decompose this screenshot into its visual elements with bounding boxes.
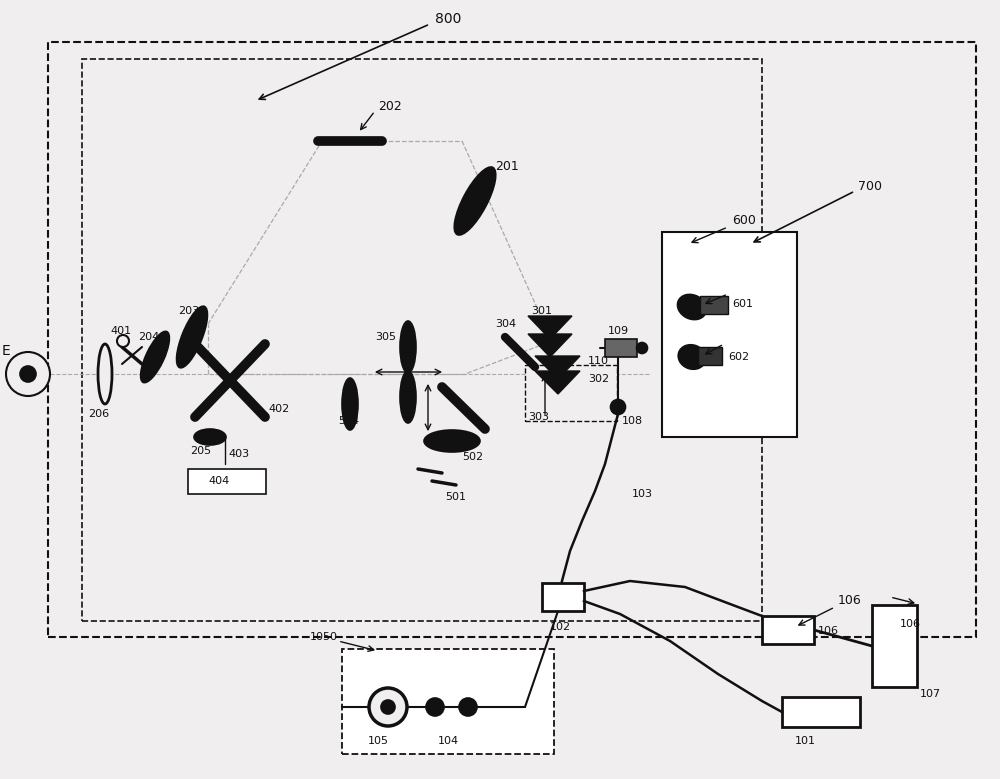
Text: 206: 206 <box>88 409 109 419</box>
Bar <box>48 42 976 637</box>
Text: 404: 404 <box>208 477 230 487</box>
Text: 101: 101 <box>795 736 816 746</box>
Text: 301: 301 <box>532 306 552 316</box>
Ellipse shape <box>400 371 416 423</box>
Ellipse shape <box>141 331 169 382</box>
Polygon shape <box>528 316 572 339</box>
Text: 800: 800 <box>435 12 461 26</box>
Ellipse shape <box>98 344 112 404</box>
Circle shape <box>20 366 36 382</box>
Bar <box>662 232 797 437</box>
Text: 203: 203 <box>178 306 199 316</box>
Text: 202: 202 <box>378 100 402 114</box>
Ellipse shape <box>454 167 496 235</box>
Circle shape <box>381 700 395 714</box>
Text: 601: 601 <box>732 299 753 309</box>
Ellipse shape <box>194 429 226 445</box>
Text: 403: 403 <box>228 449 249 459</box>
Bar <box>872 605 917 687</box>
Bar <box>82 59 762 621</box>
Ellipse shape <box>342 378 358 430</box>
Text: 304: 304 <box>495 319 516 329</box>
Bar <box>698 347 722 365</box>
Circle shape <box>6 352 50 396</box>
Bar <box>342 649 554 754</box>
Text: 602: 602 <box>728 352 749 362</box>
Circle shape <box>117 335 129 347</box>
Bar <box>542 583 584 611</box>
Ellipse shape <box>400 321 416 373</box>
Text: 303: 303 <box>528 412 549 422</box>
Bar <box>762 616 814 644</box>
Text: 106: 106 <box>900 619 921 629</box>
Circle shape <box>459 698 477 716</box>
Text: 109: 109 <box>608 326 629 336</box>
Text: 105: 105 <box>368 736 389 746</box>
Text: 103: 103 <box>632 489 653 499</box>
Circle shape <box>426 698 444 716</box>
Ellipse shape <box>677 294 707 319</box>
Text: 205: 205 <box>190 446 211 456</box>
Text: 504: 504 <box>338 416 359 426</box>
Text: 305: 305 <box>375 332 396 342</box>
Polygon shape <box>535 371 580 394</box>
Ellipse shape <box>678 345 706 369</box>
Circle shape <box>637 343 648 354</box>
Polygon shape <box>528 334 572 357</box>
Text: 503: 503 <box>435 436 456 446</box>
Text: 108: 108 <box>622 416 643 426</box>
Text: 106: 106 <box>838 594 862 608</box>
Ellipse shape <box>424 430 480 452</box>
Text: 106: 106 <box>818 626 839 636</box>
Text: 402: 402 <box>268 404 289 414</box>
Text: E: E <box>2 344 11 358</box>
Text: 204: 204 <box>138 332 159 342</box>
Text: 201: 201 <box>495 160 519 174</box>
Bar <box>525 365 617 421</box>
Text: 102: 102 <box>550 622 571 632</box>
Text: 502: 502 <box>462 452 483 462</box>
Bar <box>700 296 728 314</box>
Text: 600: 600 <box>732 214 756 227</box>
Bar <box>188 469 266 494</box>
Text: 401: 401 <box>110 326 131 336</box>
Bar <box>605 339 637 357</box>
Text: 110: 110 <box>588 356 609 366</box>
Polygon shape <box>535 356 580 379</box>
Text: 501: 501 <box>445 492 466 502</box>
Text: 104: 104 <box>438 736 459 746</box>
Circle shape <box>610 400 626 414</box>
Text: 302: 302 <box>588 374 609 384</box>
Circle shape <box>369 688 407 726</box>
Ellipse shape <box>177 306 207 368</box>
Text: 700: 700 <box>858 181 882 193</box>
Text: 107: 107 <box>920 689 941 699</box>
Bar <box>782 697 860 727</box>
Text: 1050: 1050 <box>310 632 338 642</box>
